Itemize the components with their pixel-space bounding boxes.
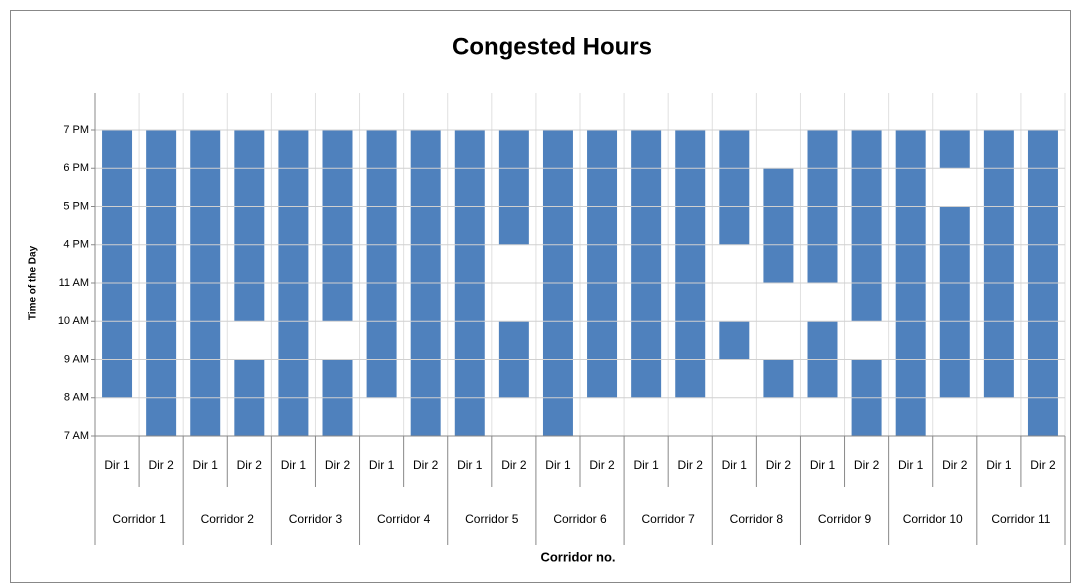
x-tick-label: Dir 1: [193, 458, 219, 472]
y-tick-label: 7 AM: [64, 430, 89, 442]
y-axis-title: Time of the Day: [28, 245, 39, 320]
y-tick-label: 4 PM: [63, 239, 89, 251]
y-tick-label: 10 AM: [58, 315, 89, 327]
bar-segment: [102, 130, 133, 398]
group-label: Corridor 3: [289, 512, 343, 526]
y-tick-label: 8 AM: [64, 392, 89, 404]
x-tick-label: Dir 2: [942, 458, 968, 472]
x-tick-label: Dir 2: [766, 458, 792, 472]
bar-segment: [763, 168, 794, 283]
group-label: Corridor 7: [642, 512, 696, 526]
x-tick-label: Dir 2: [501, 458, 527, 472]
x-tick-label: Dir 1: [281, 458, 307, 472]
x-tick-label: Dir 1: [545, 458, 571, 472]
bar-segment: [366, 130, 397, 398]
bar-segment: [322, 130, 353, 322]
group-label: Corridor 8: [730, 512, 784, 526]
x-tick-label: Dir 2: [325, 458, 351, 472]
bar-segment: [498, 130, 529, 245]
x-tick-label: Dir 2: [237, 458, 263, 472]
bar-segment: [587, 130, 618, 398]
group-label: Corridor 4: [377, 512, 431, 526]
x-tick-label: Dir 1: [810, 458, 836, 472]
bar-segment: [631, 130, 662, 398]
bar-segment: [675, 130, 706, 398]
bar-segment: [939, 130, 970, 169]
y-tick-label: 5 PM: [63, 200, 89, 212]
group-label: Corridor 6: [553, 512, 607, 526]
bar-segment: [234, 130, 265, 322]
group-label: Corridor 5: [465, 512, 519, 526]
x-tick-label: Dir 2: [1030, 458, 1056, 472]
bar-segment: [939, 206, 970, 398]
x-tick-label: Dir 2: [678, 458, 704, 472]
group-label: Corridor 10: [903, 512, 963, 526]
x-tick-label: Dir 2: [413, 458, 439, 472]
bar-segment: [851, 130, 882, 322]
x-tick-label: Dir 1: [633, 458, 659, 472]
x-tick-label: Dir 1: [898, 458, 924, 472]
chart-title: Congested Hours: [452, 33, 652, 60]
x-tick-label: Dir 2: [854, 458, 880, 472]
bar-segment: [719, 130, 750, 245]
x-axis-title: Corridor no.: [540, 549, 615, 564]
group-label: Corridor 9: [818, 512, 872, 526]
x-tick-label: Dir 1: [986, 458, 1012, 472]
y-tick-label: 7 PM: [63, 124, 89, 136]
x-tick-label: Dir 1: [457, 458, 483, 472]
y-tick-label: 11 AM: [59, 277, 89, 289]
group-label: Corridor 2: [201, 512, 255, 526]
group-label: Corridor 1: [112, 512, 166, 526]
y-tick-label: 9 AM: [64, 353, 89, 365]
bar-segment: [983, 130, 1014, 398]
x-tick-label: Dir 1: [104, 458, 130, 472]
group-label: Corridor 11: [991, 512, 1050, 526]
y-tick-label: 6 PM: [63, 162, 89, 174]
x-tick-label: Dir 2: [148, 458, 174, 472]
x-tick-label: Dir 2: [589, 458, 615, 472]
bar-segment: [719, 321, 750, 360]
chart-border: [10, 10, 1071, 583]
x-tick-label: Dir 1: [369, 458, 395, 472]
x-tick-label: Dir 1: [722, 458, 748, 472]
bar-segment: [763, 359, 794, 398]
